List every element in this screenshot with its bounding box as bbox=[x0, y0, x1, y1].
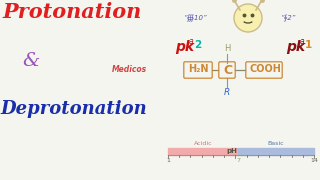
Text: a: a bbox=[300, 37, 305, 46]
Bar bbox=[238, 148, 314, 155]
Text: Acidic: Acidic bbox=[194, 141, 212, 146]
Text: “∲2”: “∲2” bbox=[280, 15, 295, 22]
Bar bbox=[168, 148, 238, 155]
Text: H: H bbox=[224, 44, 230, 53]
Text: a: a bbox=[189, 37, 194, 46]
Text: Basic: Basic bbox=[268, 141, 284, 146]
Text: pk: pk bbox=[175, 40, 194, 54]
Text: 7: 7 bbox=[236, 159, 240, 163]
Text: 14: 14 bbox=[310, 159, 318, 163]
Circle shape bbox=[234, 4, 262, 32]
Text: pH: pH bbox=[226, 147, 237, 154]
Text: 1: 1 bbox=[305, 40, 312, 50]
Text: 1: 1 bbox=[166, 159, 170, 163]
Text: C: C bbox=[223, 64, 232, 77]
Text: 2: 2 bbox=[194, 40, 201, 50]
Text: &: & bbox=[22, 52, 39, 70]
Text: COOH: COOH bbox=[250, 64, 282, 74]
Text: Medicos: Medicos bbox=[112, 65, 147, 74]
Text: R: R bbox=[224, 88, 230, 97]
Text: “∰10”: “∰10” bbox=[183, 15, 207, 22]
Text: Deprotonation: Deprotonation bbox=[0, 100, 147, 118]
Text: H₂N: H₂N bbox=[188, 64, 209, 74]
Text: Protonation: Protonation bbox=[2, 2, 141, 22]
Text: pk: pk bbox=[286, 40, 305, 54]
